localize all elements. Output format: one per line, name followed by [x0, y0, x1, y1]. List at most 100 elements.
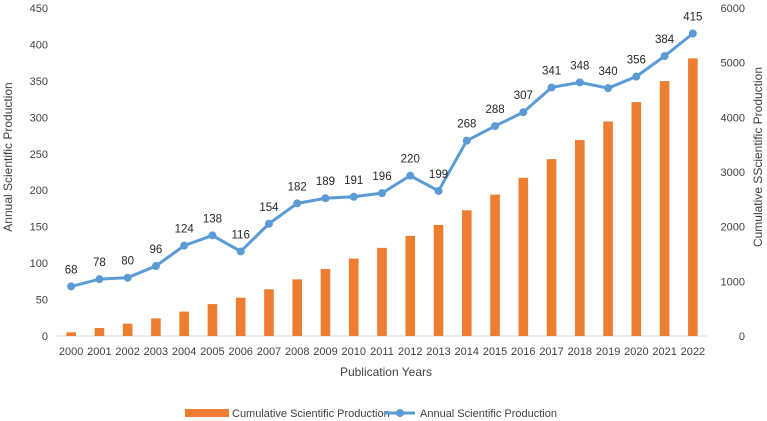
line-point [264, 219, 273, 228]
data-label: 68 [65, 264, 78, 276]
bar [66, 332, 76, 336]
bar [518, 177, 529, 336]
data-label: 288 [485, 104, 504, 116]
bar [94, 328, 105, 336]
x-tick-label: 2001 [87, 346, 111, 358]
y-left-tick-label: 250 [30, 149, 48, 161]
y-left-tick-label: 300 [30, 112, 48, 124]
data-label: 199 [429, 169, 448, 181]
y-left-tick-label: 0 [42, 331, 48, 343]
y-left-tick-label: 350 [30, 76, 48, 88]
data-label: 340 [598, 66, 617, 78]
bar [688, 58, 698, 336]
bar [490, 194, 500, 336]
data-label: 384 [655, 34, 675, 46]
line-point [462, 136, 471, 145]
y-left-tick-label: 450 [30, 3, 48, 15]
legend-bar-swatch [185, 409, 229, 417]
data-label: 80 [121, 256, 134, 268]
y-right-tick-label: 6000 [721, 3, 745, 15]
x-tick-label: 2003 [144, 346, 168, 358]
line-point [293, 199, 302, 208]
data-label: 78 [93, 257, 106, 269]
y-right-tick-label: 0 [739, 331, 745, 343]
x-tick-label: 2014 [455, 346, 479, 358]
line-point [123, 273, 132, 282]
data-label: 341 [542, 65, 561, 77]
line-point [688, 29, 697, 38]
bar-series [66, 58, 698, 337]
bar [207, 304, 218, 336]
line-point [632, 72, 641, 81]
legend-bar-label: Cumulative Scientific Production [232, 408, 390, 420]
x-tick-label: 2009 [313, 346, 337, 358]
bar [631, 102, 642, 337]
y-left-tick-label: 400 [30, 39, 48, 51]
x-tick-label: 2005 [200, 346, 224, 358]
data-label: 415 [683, 12, 702, 24]
line-point [547, 83, 556, 92]
bar [377, 247, 387, 336]
y-right-tick-label: 5000 [721, 58, 745, 70]
line-point [519, 108, 528, 117]
x-tick-label: 2016 [511, 346, 535, 358]
line-point [236, 247, 245, 256]
bar [405, 235, 416, 336]
y-axis-right-title: Cumulative SScientific Production [751, 67, 765, 247]
data-label: 124 [175, 224, 195, 236]
bar [433, 224, 444, 336]
data-label: 356 [627, 55, 646, 67]
data-label: 182 [288, 181, 307, 193]
data-label: 116 [232, 229, 250, 241]
bar [348, 258, 359, 336]
x-tick-label: 2017 [539, 346, 563, 358]
data-label: 348 [570, 60, 589, 72]
legend-line-marker [396, 409, 404, 417]
bar [461, 210, 472, 336]
data-label: 220 [401, 154, 420, 166]
x-tick-label: 2015 [483, 346, 507, 358]
bar [151, 318, 161, 336]
x-tick-label: 2011 [370, 346, 394, 358]
line-point [378, 189, 386, 198]
line-point [95, 275, 104, 284]
bar [292, 279, 303, 336]
y-left-tick-label: 150 [30, 222, 48, 234]
x-tick-label: 2000 [59, 346, 83, 358]
x-tick-label: 2022 [681, 346, 705, 358]
x-tick-label: 2020 [624, 346, 648, 358]
data-label: 189 [316, 176, 335, 188]
line-point [660, 52, 669, 61]
y-right-tick-label: 4000 [721, 112, 745, 124]
line-point [406, 171, 415, 180]
line-point [208, 231, 217, 240]
x-tick-label: 2021 [652, 346, 676, 358]
x-tick-label: 2004 [172, 346, 196, 358]
x-tick-label: 2002 [115, 346, 139, 358]
bar [603, 121, 613, 336]
bar [264, 289, 274, 336]
legend-line-label: Annual Scientific Production [420, 408, 557, 420]
data-label: 154 [259, 202, 279, 214]
line-point [151, 262, 160, 271]
data-label: 307 [514, 90, 533, 102]
right-axis: 0 1000 2000 3000 4000 5000 6000 [721, 3, 745, 343]
bar [122, 323, 133, 336]
left-axis: 0 50 100 150 200 250 300 350 400 450 [30, 3, 48, 343]
line-point [67, 282, 76, 291]
bar [575, 140, 585, 336]
line-point [575, 78, 584, 87]
bar [235, 297, 246, 336]
line-point [321, 194, 330, 203]
bar [320, 269, 331, 336]
x-tick-label: 2008 [285, 346, 309, 358]
x-tick-label: 2013 [426, 346, 450, 358]
line-series: 68 78 80 96 124 138 116 154 182 189 191 196 220 199 26… [65, 12, 702, 291]
x-tick-label: 2007 [257, 346, 281, 358]
data-label: 138 [203, 213, 222, 225]
data-label: 191 [344, 175, 363, 187]
bar [179, 311, 189, 336]
bar [659, 81, 670, 337]
data-label: 268 [457, 119, 476, 131]
